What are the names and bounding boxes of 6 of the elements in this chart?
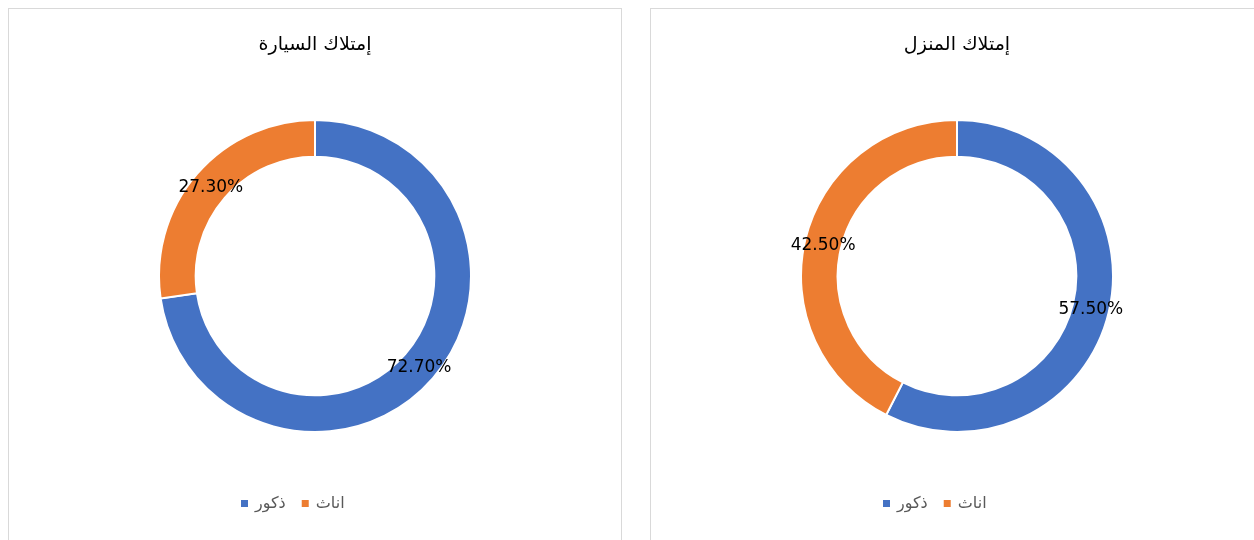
legend-label: اناث [315,493,345,512]
title: إمتلاك المنزل [903,32,1011,54]
legend-label: ذكور [254,493,286,513]
legend-label: ذكور [896,493,928,513]
title: إمتلاك السيارة [258,32,372,54]
legend-label: اناث [957,493,987,512]
